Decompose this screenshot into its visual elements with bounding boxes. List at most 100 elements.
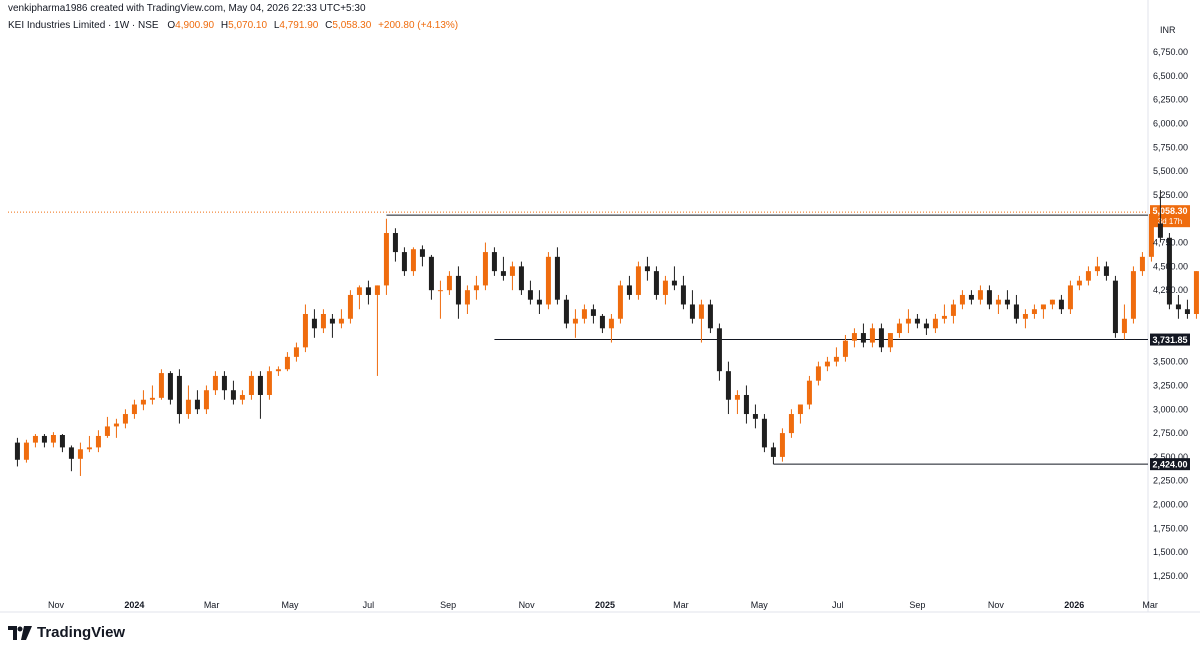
tradingview-logo[interactable]: TradingView: [8, 624, 125, 641]
candle-body: [500, 271, 506, 276]
candle-body: [482, 252, 488, 286]
x-tick-label: Sep: [440, 600, 456, 610]
candle-body: [635, 266, 641, 295]
candle-body: [131, 404, 137, 415]
candle-body: [167, 373, 173, 400]
symbol-name[interactable]: KEI Industries Limited · 1W · NSE: [8, 20, 159, 31]
candle-body: [176, 375, 182, 415]
candle-body: [509, 266, 515, 276]
open-label: O: [167, 20, 176, 31]
high-value: 5,070.10: [228, 20, 268, 31]
candle-body: [968, 294, 974, 300]
candle-body: [347, 294, 353, 319]
candle-body: [851, 333, 857, 341]
candle-body: [122, 414, 128, 424]
candle-body: [437, 290, 443, 292]
candle-body: [590, 309, 596, 316]
y-tick-label: 4,250.00: [1153, 285, 1188, 295]
candle-body: [941, 315, 947, 319]
candle-body: [302, 314, 308, 348]
candle-body: [1022, 314, 1028, 319]
candle-body: [995, 299, 1001, 305]
close-label: C: [325, 20, 333, 31]
candle-body: [1040, 304, 1046, 310]
candle-body: [275, 369, 281, 372]
last-price-label: 5,058.30: [1152, 206, 1187, 216]
candle-body: [392, 233, 398, 253]
y-tick-label: 4,750.00: [1153, 238, 1188, 248]
candle-body: [734, 394, 740, 400]
candle-body: [320, 314, 326, 329]
candle-body: [950, 304, 956, 316]
candle-body: [1058, 299, 1064, 310]
candle-body: [572, 318, 578, 324]
candle-body: [68, 447, 74, 459]
candle-body: [239, 394, 245, 400]
x-tick-label: Nov: [48, 600, 65, 610]
tradingview-icon: [8, 625, 32, 640]
candle-body: [563, 299, 569, 324]
y-tick-label: 2,250.00: [1153, 476, 1188, 486]
candle-body: [797, 404, 803, 415]
y-tick-label: 2,500.00: [1153, 452, 1188, 462]
y-tick-label: 3,250.00: [1153, 380, 1188, 390]
candle-body: [770, 447, 776, 457]
x-tick-label: May: [281, 600, 299, 610]
y-tick-label: 3,500.00: [1153, 357, 1188, 367]
candle-body: [86, 447, 92, 450]
symbol-legend: KEI Industries Limited · 1W · NSE O4,900…: [8, 20, 458, 31]
y-tick-label: 6,500.00: [1153, 71, 1188, 81]
candle-body: [680, 285, 686, 305]
candle-body: [491, 252, 497, 272]
x-tick-label: Jul: [832, 600, 844, 610]
candle-body: [896, 323, 902, 334]
change-value: +200.80 (+4.13%): [378, 20, 459, 31]
price-axis: INR 1,250.00 1,500.00 1,750.00 2,000.00 2,250…: [1153, 25, 1188, 581]
candle-body: [59, 434, 65, 448]
candle-body: [725, 371, 731, 400]
candle-body: [401, 252, 407, 272]
candle-body: [1112, 280, 1118, 334]
low-value: 4,791.90: [279, 20, 319, 31]
candle-body: [140, 399, 146, 405]
candle-body: [14, 442, 20, 460]
candle-body: [545, 256, 551, 305]
candle-body: [860, 333, 866, 343]
candle-body: [644, 266, 650, 272]
x-tick-label: Nov: [519, 600, 536, 610]
candle-body: [689, 304, 695, 319]
y-tick-label: 3,000.00: [1153, 404, 1188, 414]
time-axis: Nov 2024 Mar May Jul Sep Nov 2025 Mar May Jul Sep No…: [48, 600, 1158, 610]
candle-body: [1094, 266, 1100, 272]
high-label: H: [220, 20, 229, 31]
candle-body: [311, 318, 317, 329]
candle-body: [230, 390, 236, 400]
candle-body: [932, 318, 938, 329]
x-tick-label: Jul: [363, 600, 375, 610]
candle-body: [158, 373, 164, 398]
candle-body: [527, 290, 533, 300]
candle-body: [104, 426, 110, 436]
candle-body: [653, 271, 659, 295]
candle-body: [518, 266, 524, 291]
candle-body: [446, 275, 452, 291]
candle-body: [1121, 318, 1127, 334]
candle-body: [599, 315, 605, 329]
candle-body: [536, 299, 542, 305]
support-line-label-bg: [1150, 333, 1190, 346]
candle-body: [959, 294, 965, 305]
candle-body: [1031, 309, 1037, 314]
candle-body: [716, 328, 722, 372]
x-tick-label: 2026: [1064, 600, 1084, 610]
candle-body: [1157, 223, 1163, 238]
candle-body: [1139, 256, 1145, 272]
candle-body: [743, 394, 749, 415]
y-tick-label: 1,750.00: [1153, 523, 1188, 533]
candle-body: [1148, 213, 1154, 257]
low-line-label: 2,424.00: [1152, 460, 1187, 470]
candle-body: [554, 256, 560, 300]
candle-body: [77, 449, 83, 459]
